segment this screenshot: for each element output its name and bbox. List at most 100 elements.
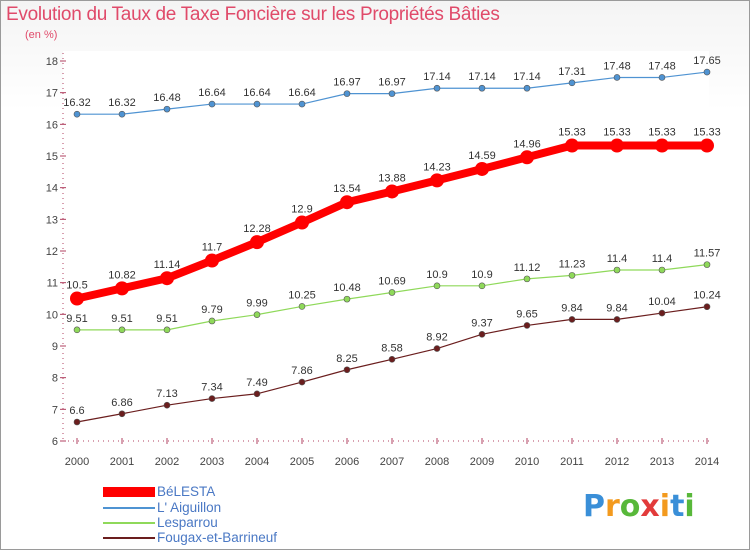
- data-point: [478, 84, 486, 92]
- x-tick-label: 2009: [470, 456, 494, 468]
- legend-label: L' Aiguillon: [157, 500, 222, 515]
- x-tick-label: 2012: [605, 456, 629, 468]
- data-point: [565, 138, 579, 153]
- data-label: 13.54: [333, 183, 361, 195]
- data-label: 15.33: [603, 127, 631, 139]
- data-point: [208, 100, 216, 108]
- data-label: 9.37: [471, 317, 492, 329]
- data-point: [388, 289, 396, 296]
- data-label: 11.14: [154, 259, 181, 271]
- data-point: [385, 184, 399, 199]
- y-tick-label: 6: [52, 436, 58, 448]
- data-label: 11.57: [694, 248, 721, 260]
- data-label: 11.4: [652, 253, 673, 265]
- data-point: [475, 161, 489, 176]
- data-label: 10.9: [471, 269, 492, 281]
- data-point: [253, 311, 261, 318]
- y-axis-unit: (en %): [25, 29, 58, 41]
- data-point: [160, 271, 174, 286]
- data-point: [703, 303, 711, 311]
- data-point: [295, 215, 309, 230]
- data-label: 16.97: [333, 77, 361, 89]
- data-point: [433, 84, 441, 92]
- data-point: [118, 410, 126, 418]
- data-point: [478, 282, 486, 290]
- chart-title: Evolution du Taux de Taxe Foncière sur l…: [6, 4, 500, 25]
- logo-letter: t: [670, 489, 685, 524]
- data-point: [73, 418, 81, 426]
- data-point: [568, 79, 576, 87]
- data-point: [343, 90, 351, 97]
- data-label: 17.14: [468, 71, 496, 83]
- data-point: [253, 100, 261, 108]
- data-label: 9.99: [246, 298, 267, 310]
- data-point: [430, 173, 444, 188]
- data-point: [163, 401, 171, 409]
- data-label: 10.04: [648, 296, 676, 308]
- y-tick-label: 8: [52, 373, 58, 385]
- logo-letter: P: [583, 489, 605, 524]
- data-point: [523, 84, 531, 92]
- data-point: [433, 345, 441, 352]
- data-label: 11.12: [514, 262, 541, 274]
- y-tick-label: 9: [52, 341, 58, 353]
- data-point: [340, 195, 354, 210]
- data-label: 8.92: [426, 332, 447, 344]
- data-point: [703, 261, 711, 268]
- x-tick-label: 2005: [290, 456, 314, 468]
- data-label: 10.82: [108, 269, 136, 281]
- data-label: 14.23: [423, 161, 451, 173]
- data-point: [115, 281, 129, 296]
- data-label: 10.24: [693, 290, 721, 302]
- x-tick-label: 2010: [515, 456, 539, 468]
- data-label: 16.32: [108, 97, 136, 109]
- legend-swatch: [103, 507, 155, 509]
- data-point: [205, 253, 219, 268]
- data-label: 9.65: [516, 308, 537, 320]
- data-point: [343, 295, 351, 303]
- plot-area: [63, 51, 709, 441]
- data-label: 13.88: [378, 172, 406, 184]
- logo-letter: x: [640, 489, 660, 524]
- data-point: [613, 266, 621, 274]
- data-label: 8.58: [381, 342, 402, 354]
- data-point: [523, 322, 531, 329]
- x-tick-label: 2006: [335, 456, 359, 468]
- x-tick-label: 2003: [200, 456, 224, 468]
- data-label: 7.13: [156, 388, 177, 400]
- legend-label: BéLESTA: [157, 484, 216, 499]
- y-tick-label: 11: [47, 278, 58, 290]
- logo-letter: i: [659, 489, 671, 524]
- data-point: [73, 110, 81, 118]
- data-label: 16.64: [198, 87, 226, 99]
- data-label: 14.96: [513, 138, 541, 150]
- data-label: 6.6: [69, 405, 84, 417]
- data-label: 16.32: [63, 97, 91, 109]
- x-tick-label: 2002: [155, 456, 179, 468]
- y-tick-label: 15: [46, 151, 58, 163]
- data-label: 10.69: [378, 275, 406, 287]
- data-point: [118, 326, 126, 334]
- y-tick-label: 14: [46, 183, 58, 195]
- logo-letter: r: [605, 489, 620, 524]
- y-tick-label: 18: [46, 56, 58, 68]
- y-tick-label: 7: [52, 404, 58, 416]
- y-tick-label: 16: [46, 119, 58, 131]
- data-label: 15.33: [648, 127, 676, 139]
- data-label: 17.14: [423, 71, 451, 83]
- data-point: [163, 326, 171, 334]
- x-tick-label: 2014: [695, 456, 719, 468]
- x-tick-label: 2013: [650, 456, 674, 468]
- data-label: 16.97: [378, 77, 406, 89]
- data-point: [658, 266, 666, 274]
- data-point: [613, 74, 621, 81]
- data-label: 9.51: [66, 313, 87, 325]
- logo-letter: o: [619, 489, 641, 524]
- data-point: [250, 235, 264, 250]
- data-label: 10.48: [333, 282, 361, 294]
- data-point: [208, 395, 216, 402]
- data-point: [343, 366, 351, 374]
- data-label: 17.48: [603, 60, 631, 72]
- proxiti-logo: Proxiti: [583, 489, 695, 524]
- data-label: 17.31: [558, 66, 586, 78]
